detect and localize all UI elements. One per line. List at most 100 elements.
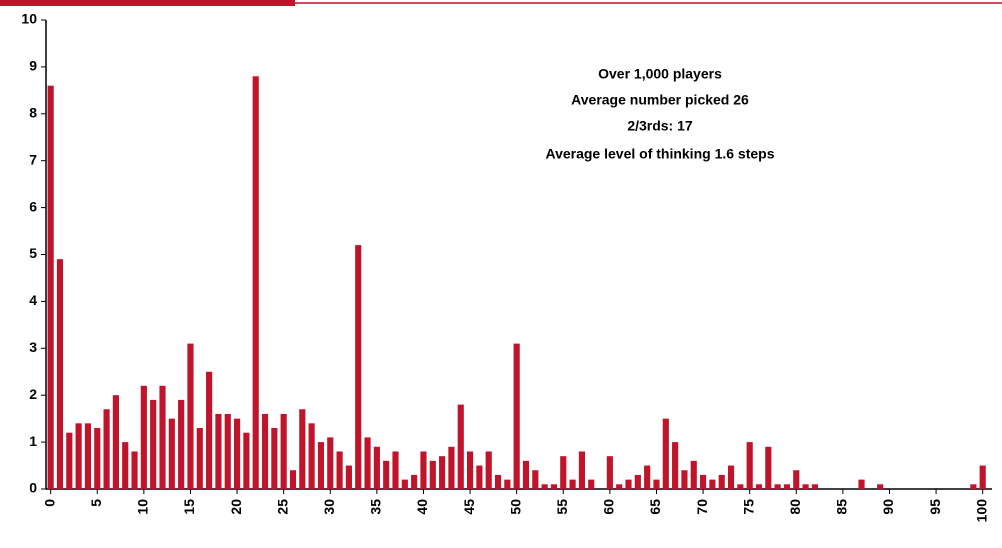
y-tick-label: 7 [29,151,37,167]
x-tick-label: 10 [135,499,151,515]
bar [243,432,250,489]
bar [271,428,278,489]
annotation: 2/3rds: 17 [627,118,693,134]
bar [159,385,166,489]
y-tick-label: 3 [29,339,37,355]
bar [280,413,287,489]
bar [662,418,669,489]
bar [47,85,54,489]
bar [392,451,399,489]
bar [681,470,688,489]
bar [588,479,595,489]
bar [327,437,334,489]
bar [783,484,791,489]
y-tick-label: 6 [29,198,37,214]
annotation: Over 1,000 players [598,66,722,82]
bar [494,474,502,489]
bar [672,442,679,489]
x-tick-label: 85 [834,499,850,515]
bar [560,456,567,489]
y-tick-label: 8 [29,105,37,121]
bar [569,479,576,489]
bar [606,456,613,489]
x-tick-label: 65 [647,499,663,515]
bar [811,484,818,489]
y-tick-label: 1 [29,433,37,449]
bar [979,465,986,489]
bar [765,446,772,489]
bar [709,479,716,489]
bar [196,428,203,489]
bar [178,399,185,489]
bar [364,437,371,489]
bar [168,418,175,489]
bar [448,446,455,489]
bar [616,484,623,489]
y-tick-label: 5 [29,245,37,261]
x-tick-label: 80 [787,499,803,515]
y-tick-label: 4 [29,292,37,308]
y-tick-label: 10 [21,11,37,27]
bar [699,474,707,489]
bar [401,479,408,489]
x-tick-label: 60 [601,499,617,515]
bar [578,451,585,489]
x-tick-label: 50 [507,499,523,515]
bar [252,76,259,489]
bar [718,474,725,489]
bar [420,451,427,489]
x-tick-label: 5 [88,499,104,507]
bar [289,470,297,489]
x-tick-label: 45 [461,499,477,515]
bar [103,409,110,489]
bar [634,474,641,489]
bar [746,442,753,489]
x-tick-label: 70 [694,499,710,515]
bar [439,456,446,489]
x-tick-label: 35 [368,499,384,515]
x-tick-label: 15 [181,499,197,515]
bar [299,409,306,489]
x-tick-label: 40 [414,499,430,515]
x-tick-label: 75 [740,499,756,515]
bar [858,479,865,489]
bar [66,432,73,489]
bar [625,479,632,489]
bar [532,470,539,489]
annotation: Average number picked 26 [571,92,749,108]
bar [56,259,64,489]
bar [513,343,520,489]
bar [727,465,735,489]
x-tick-label: 95 [927,499,943,515]
bar [550,484,558,489]
bar [802,484,809,489]
x-tick-label: 20 [228,499,244,515]
bar [737,484,744,489]
bar [970,484,977,489]
bar [504,479,511,489]
x-tick-label: 0 [41,499,57,507]
bar [774,484,781,489]
bar [653,479,660,489]
bar [206,371,213,489]
bar [355,245,362,489]
bar [476,465,483,489]
bar [140,385,147,489]
x-tick-label: 25 [274,499,290,515]
annotation: Average level of thinking 1.6 steps [545,146,774,162]
bar [457,404,464,489]
x-tick-label: 90 [880,499,896,515]
bar [215,413,222,489]
y-tick-label: 9 [29,58,37,74]
bar [690,460,697,489]
bar [317,442,325,489]
bar [793,470,800,489]
bar [345,465,352,489]
bar [541,484,548,489]
bar [755,484,763,489]
bar [122,442,129,489]
bar [94,428,101,489]
x-tick-label: 55 [554,499,570,515]
x-tick-label: 100 [973,499,989,523]
